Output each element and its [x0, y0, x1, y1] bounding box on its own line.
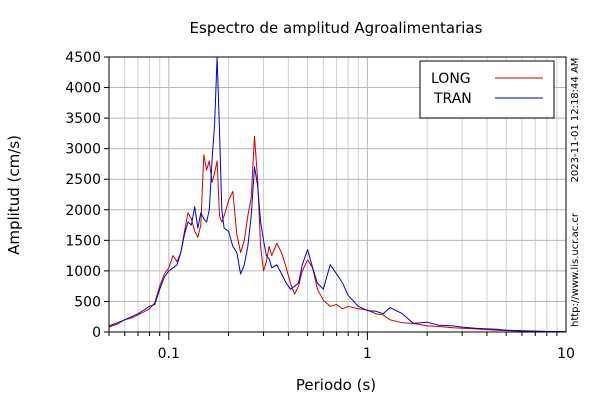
- x-axis-label: Periodo (s): [296, 376, 376, 394]
- y-axis: 0 500 1000 1500 2000 2500 3000 3500 4000 4500: [65, 50, 109, 341]
- y-tick-label: 500: [74, 294, 101, 310]
- y-tick-label: 2500: [65, 172, 101, 188]
- plot-frame: [108, 56, 567, 333]
- source-label: http://www.lis.ucr.ac.cr: [570, 212, 581, 327]
- series-layer: [108, 56, 567, 333]
- series-line-tran: [108, 56, 567, 333]
- x-axis: 0.1 1 10: [108, 332, 575, 362]
- x-tick-label: 0.1: [158, 346, 180, 362]
- grid: [108, 56, 566, 333]
- y-tick-label: 3500: [65, 111, 101, 127]
- y-tick-label: 4000: [65, 81, 101, 97]
- y-tick-label: 3000: [65, 142, 101, 158]
- x-tick-label: 10: [557, 346, 575, 362]
- legend-label-tran: TRAN: [433, 91, 472, 107]
- y-axis-label: Amplitud (cm/s): [5, 135, 23, 255]
- y-tick-label: 1500: [65, 233, 101, 249]
- chart-title: Espectro de amplitud Agroalimentarias: [190, 19, 483, 37]
- timestamp-label: 2023-11-01 12:18:44 AM: [570, 58, 581, 183]
- y-tick-label: 0: [92, 325, 101, 341]
- y-tick-label: 2000: [65, 203, 101, 219]
- legend: LONG TRAN: [419, 60, 555, 119]
- legend-box: [419, 60, 555, 119]
- legend-label-long: LONG: [431, 71, 471, 87]
- y-tick-label: 4500: [65, 50, 101, 66]
- series-line-long: [108, 135, 567, 333]
- x-tick-label: 1: [363, 346, 372, 362]
- y-tick-label: 1000: [65, 264, 101, 280]
